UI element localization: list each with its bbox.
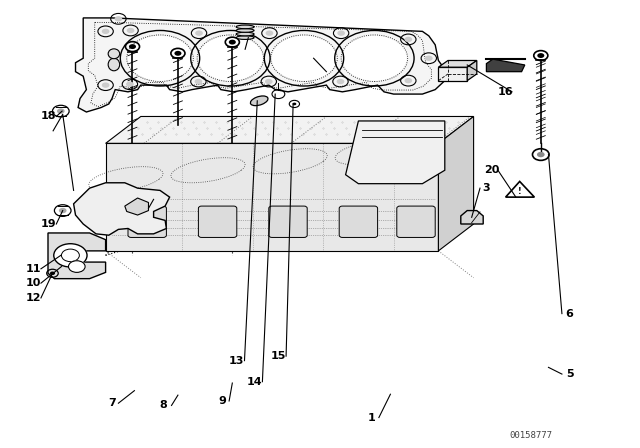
FancyBboxPatch shape	[269, 206, 307, 237]
Text: 11: 11	[26, 264, 41, 274]
Ellipse shape	[108, 58, 120, 71]
Text: 9: 9	[219, 396, 227, 406]
Polygon shape	[438, 60, 477, 67]
Polygon shape	[486, 59, 525, 72]
Polygon shape	[106, 143, 438, 251]
Polygon shape	[506, 181, 534, 197]
Circle shape	[54, 244, 87, 267]
Ellipse shape	[236, 32, 254, 36]
Circle shape	[128, 36, 192, 81]
Circle shape	[195, 79, 202, 84]
Circle shape	[68, 261, 85, 272]
FancyBboxPatch shape	[397, 206, 435, 237]
Circle shape	[50, 271, 55, 275]
Circle shape	[538, 53, 544, 58]
Text: 19: 19	[40, 219, 56, 229]
Ellipse shape	[250, 96, 268, 106]
Ellipse shape	[108, 49, 120, 59]
Text: 15: 15	[271, 351, 286, 361]
Ellipse shape	[236, 29, 254, 32]
Text: !: !	[518, 187, 522, 196]
Polygon shape	[76, 18, 445, 112]
Circle shape	[337, 30, 345, 36]
Circle shape	[265, 79, 273, 84]
Circle shape	[229, 40, 236, 45]
Polygon shape	[346, 121, 445, 184]
Circle shape	[115, 16, 122, 22]
Text: 8: 8	[159, 401, 167, 410]
Text: 5: 5	[566, 369, 573, 379]
Text: 13: 13	[229, 356, 244, 366]
Circle shape	[404, 37, 412, 42]
Text: 16: 16	[498, 87, 513, 97]
Text: 1: 1	[367, 413, 375, 422]
Circle shape	[272, 36, 336, 81]
Circle shape	[59, 208, 67, 213]
Polygon shape	[125, 198, 148, 215]
Text: 6: 6	[566, 309, 573, 319]
Polygon shape	[106, 116, 474, 143]
Circle shape	[342, 36, 406, 81]
Circle shape	[57, 108, 65, 114]
Ellipse shape	[236, 36, 254, 39]
Polygon shape	[467, 60, 477, 81]
Polygon shape	[438, 67, 467, 81]
Polygon shape	[461, 211, 483, 224]
Polygon shape	[438, 116, 474, 251]
Text: 10: 10	[26, 278, 41, 288]
Text: 00158777: 00158777	[509, 431, 553, 440]
Ellipse shape	[236, 25, 254, 29]
FancyBboxPatch shape	[339, 206, 378, 237]
Text: 17: 17	[132, 203, 147, 213]
Circle shape	[537, 152, 545, 157]
Polygon shape	[48, 233, 106, 279]
Circle shape	[337, 79, 344, 84]
Circle shape	[404, 78, 412, 83]
Text: 14: 14	[247, 377, 262, 387]
Text: 3: 3	[483, 183, 490, 193]
Text: 20: 20	[484, 165, 499, 175]
Circle shape	[292, 103, 296, 105]
Polygon shape	[74, 183, 170, 235]
Circle shape	[195, 30, 203, 36]
FancyBboxPatch shape	[128, 206, 166, 237]
Text: 12: 12	[26, 293, 41, 303]
Circle shape	[126, 82, 134, 87]
Text: 7: 7	[108, 398, 116, 408]
Circle shape	[198, 36, 262, 81]
Circle shape	[266, 30, 273, 36]
Circle shape	[174, 51, 182, 56]
Circle shape	[102, 29, 109, 34]
Circle shape	[102, 82, 109, 88]
Text: 2: 2	[233, 44, 241, 54]
Circle shape	[127, 28, 134, 33]
FancyBboxPatch shape	[198, 206, 237, 237]
Circle shape	[425, 56, 433, 61]
Text: 4: 4	[316, 67, 324, 77]
Circle shape	[129, 44, 136, 49]
Text: 18: 18	[40, 112, 56, 121]
